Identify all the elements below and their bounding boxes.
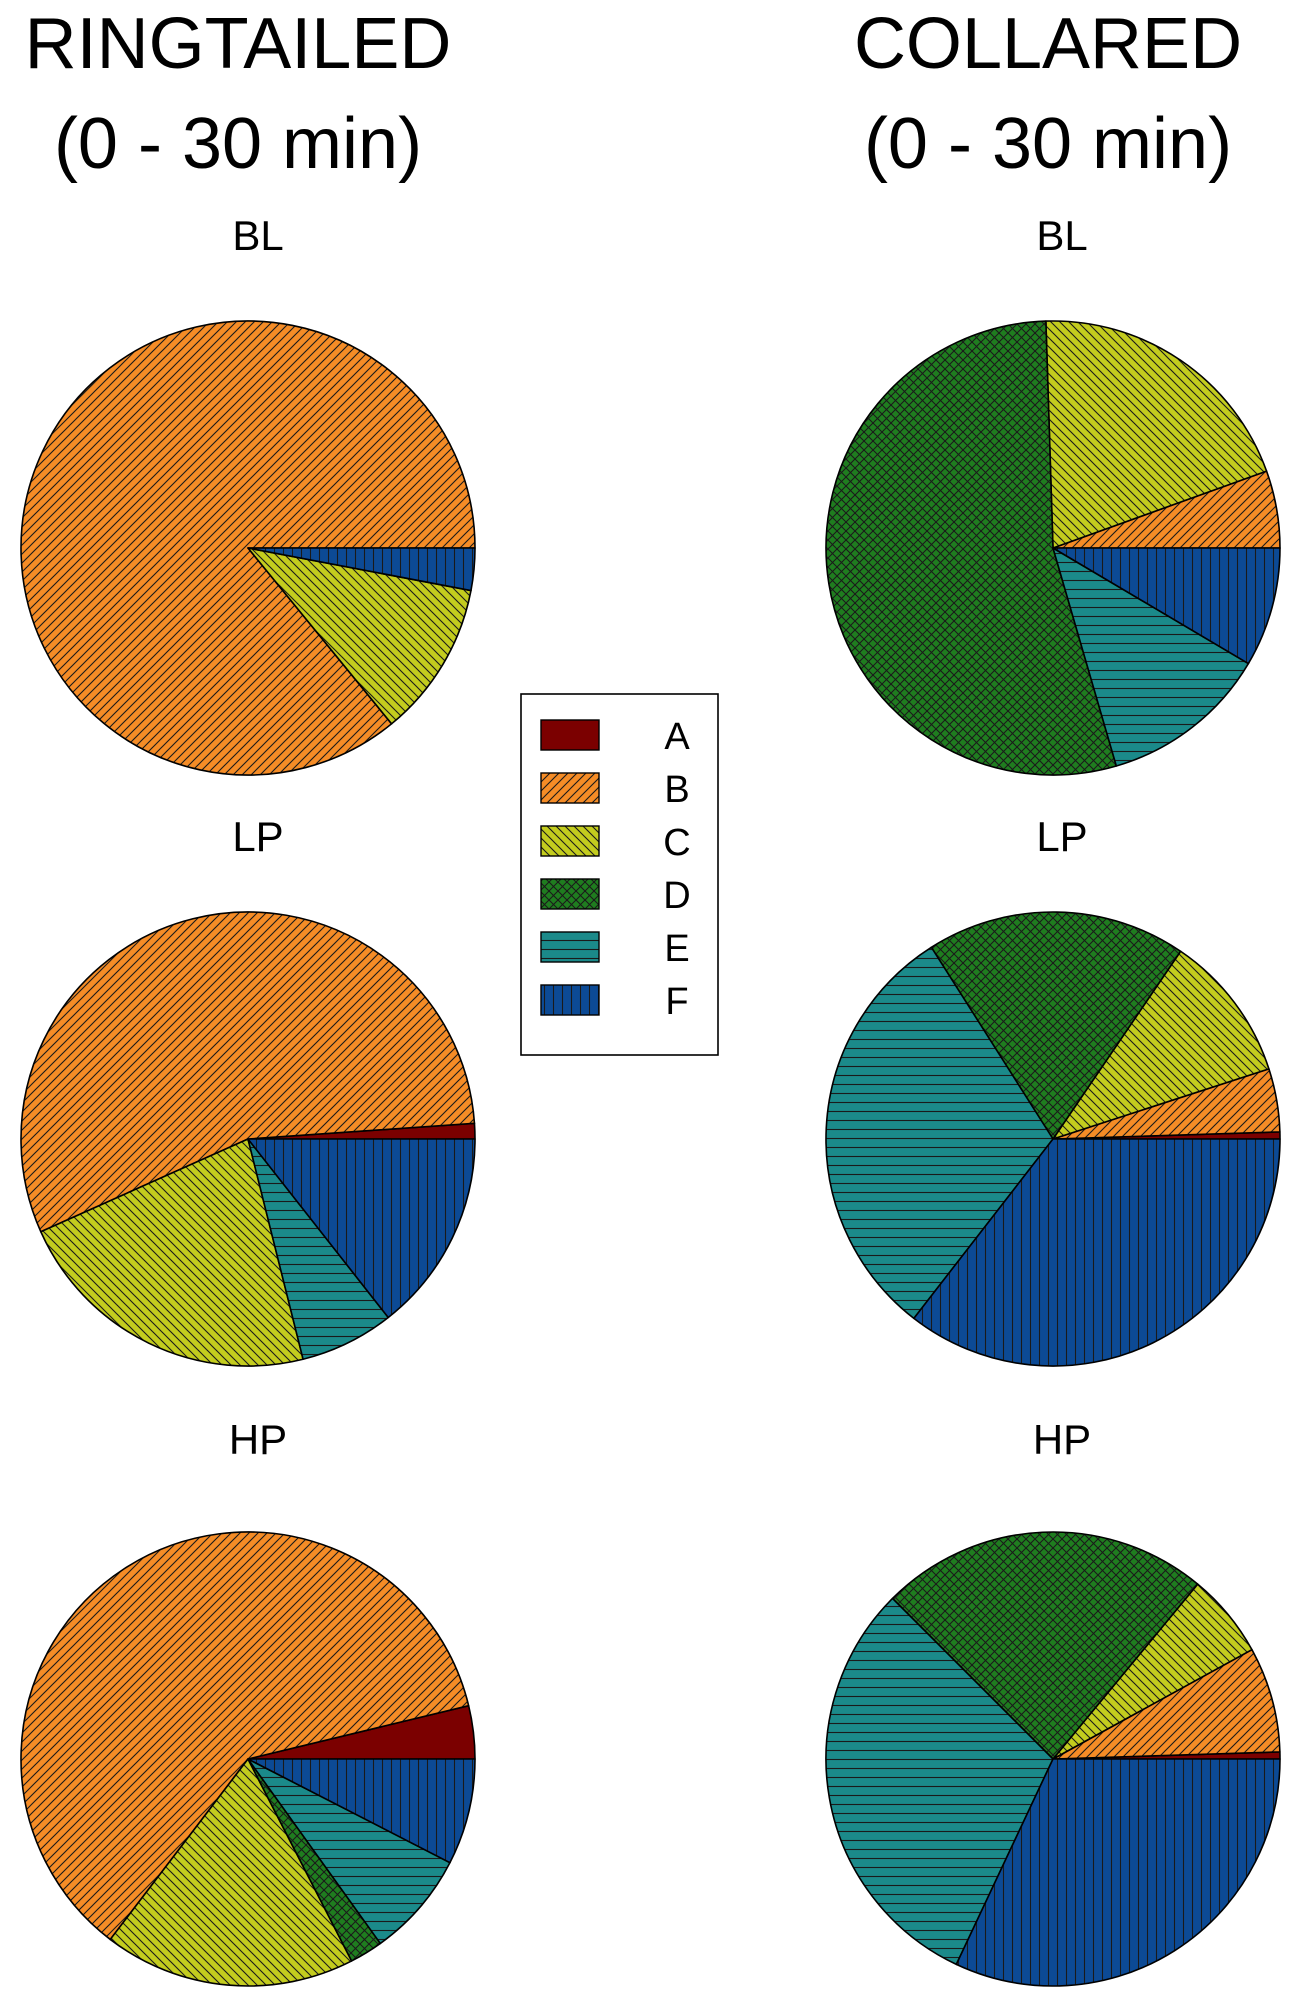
- pie-ringtailed-lp: [20, 911, 476, 1367]
- legend-swatch-e: [540, 931, 600, 963]
- pie-title-ringtailed-lp: LP: [232, 813, 283, 860]
- pie-title-ringtailed-hp: HP: [229, 1416, 287, 1463]
- pie-title-collared-lp: LP: [1036, 813, 1087, 860]
- collared-title-line1: COLLARED: [854, 4, 1242, 84]
- legend-label-e: E: [664, 928, 689, 970]
- pie-collared-bl: [825, 320, 1281, 776]
- legend-swatch-b: [540, 772, 600, 804]
- pie-ringtailed-bl-slice-f: [247, 547, 476, 592]
- pie-ringtailed-bl: [20, 320, 476, 776]
- pie-ringtailed-hp-slice-b: [20, 1531, 470, 1941]
- ringtailed-title-line2: (0 - 30 min): [54, 104, 422, 184]
- collared-title-line2: (0 - 30 min): [864, 104, 1232, 184]
- pie-collared-lp-slice-e: [825, 946, 1054, 1320]
- legend-label-b: B: [664, 769, 689, 811]
- pie-panels: [20, 320, 1281, 1987]
- pie-collared-hp-slice-d: [891, 1531, 1199, 1760]
- pie-ringtailed-hp-slice-f: [247, 1758, 476, 1864]
- pie-collared-lp-slice-f: [913, 1138, 1281, 1367]
- ringtailed-title-line1: RINGTAILED: [25, 4, 452, 84]
- legend-swatch-d: [540, 878, 600, 910]
- pie-collared-bl-slice-c: [1045, 320, 1268, 549]
- pie-title-collared-hp: HP: [1033, 1416, 1091, 1463]
- pie-collared-bl-slice-d: [825, 320, 1118, 776]
- pie-collared-hp: [825, 1531, 1281, 1987]
- pie-collared-hp-slice-e: [825, 1597, 1054, 1966]
- legend-swatch-a: [540, 719, 600, 751]
- pie-collared-lp-slice-c: [1052, 950, 1270, 1140]
- pie-collared-bl-slice-f: [1052, 547, 1281, 665]
- legend-label-f: F: [665, 981, 688, 1023]
- pie-ringtailed-hp-slice-e: [247, 1758, 451, 1945]
- pie-collared-hp-slice-f: [955, 1758, 1281, 1987]
- legend-swatch-f: [540, 984, 600, 1016]
- pie-title-ringtailed-bl: BL: [232, 212, 283, 259]
- pie-collared-hp-slice-b: [1052, 1648, 1281, 1760]
- legend-label-a: A: [664, 716, 690, 758]
- pie-ringtailed-hp: [20, 1531, 476, 1987]
- legend-label-c: C: [663, 822, 690, 864]
- pie-collared-lp-slice-d: [930, 911, 1182, 1140]
- pie-collared-lp: [825, 911, 1281, 1367]
- pie-collared-bl-slice-e: [1052, 547, 1250, 767]
- pie-ringtailed-bl-slice-c: [247, 547, 472, 725]
- pie-ringtailed-lp-slice-b: [20, 911, 476, 1233]
- pie-ringtailed-lp-slice-f: [247, 1138, 476, 1319]
- legend-label-d: D: [663, 875, 690, 917]
- pie-ringtailed-lp-slice-c: [40, 1138, 304, 1367]
- pie-ringtailed-hp-slice-c: [109, 1758, 353, 1987]
- legend-swatch-c: [540, 825, 600, 857]
- pie-title-collared-bl: BL: [1036, 212, 1087, 259]
